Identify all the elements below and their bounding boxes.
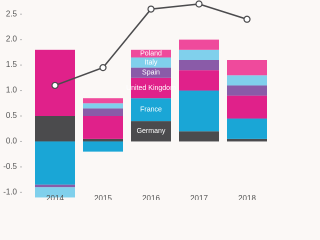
line-point [51,81,59,90]
bar-segment [83,141,123,152]
line-point [147,5,155,13]
line-point [243,15,251,23]
bar-segment [35,141,75,185]
bar-segment [83,116,123,139]
y-tick-label: 0.5 [6,111,18,120]
bar-segment [131,121,171,142]
x-tick-label: 2017 [190,194,208,200]
bar-segment [131,77,171,99]
bar-segment [83,103,123,109]
bar-segment [227,60,267,76]
bar-segment [227,118,267,139]
y-tick-label: 2.0 [6,35,18,44]
bar-segment [227,95,267,119]
x-tick-label: 2015 [94,194,112,200]
bar-segment [179,39,219,50]
plot-area [35,0,267,198]
y-tick-label: 1.0 [6,86,18,95]
chart: -1.0 -0.5 0.0 0.5 1.0 1.5 2.0 2.5 2014 2015 German… [3,0,267,200]
line-point [195,0,203,8]
legend-label: Poland [140,50,162,57]
bar-segment [131,98,171,122]
bar-segment [83,98,123,104]
bar-segment [179,49,219,60]
y-tick-label: 2.5 [6,9,18,18]
y-tick-label: -1.0 [3,187,17,196]
y-tick-label: -0.5 [3,162,17,171]
legend-label: Italy [145,59,158,66]
bar-segment [35,116,75,142]
bar-segment [131,57,171,68]
x-tick-label: 2016 [142,194,160,200]
legend-label: United Kingdom [126,85,176,92]
bar-segment [179,60,219,71]
legend-label: Spain [142,70,160,77]
bar-segment [35,184,75,188]
bar-segment [179,70,219,91]
bar-segment [131,49,171,58]
bar-segment [179,90,219,132]
x-tick-label: 2018 [238,194,256,200]
bar-segment [83,138,123,142]
line-point [99,64,107,72]
y-tick-label: 1.5 [6,60,18,69]
bar-segment [227,75,267,86]
bar-segment [227,138,267,142]
legend-label: France [140,106,162,113]
bar-segment [131,67,171,78]
legend-label: Germany [137,128,166,135]
y-tick-label: 0.0 [6,137,18,146]
x-tick-label: 2014 [46,194,64,200]
bar-segment [179,131,219,142]
bar-segment [227,85,267,96]
bar-segment [35,187,75,198]
bar-segment [83,108,123,116]
